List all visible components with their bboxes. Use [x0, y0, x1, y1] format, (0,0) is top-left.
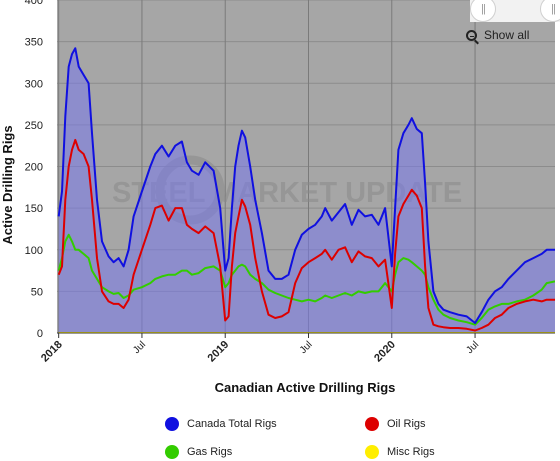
series-line-oil-rigs	[57, 138, 555, 332]
y-tick-label: 200	[25, 162, 43, 174]
series-layer	[57, 47, 555, 333]
show-all-label: Show all	[484, 28, 530, 42]
series-line-canada-total-rigs	[57, 47, 555, 324]
legend-marker	[365, 445, 379, 459]
series-line-gas-rigs	[57, 233, 555, 326]
y-axis-title: Active Drilling Rigs	[0, 125, 15, 244]
legend-item-misc[interactable]: Misc Rigs	[365, 445, 435, 459]
legend-item-gas[interactable]: Gas Rigs	[165, 445, 232, 459]
y-tick-label: 100	[25, 245, 43, 257]
navigator-right-handle[interactable]: ||	[540, 0, 560, 22]
x-tick-label: Jul	[131, 339, 148, 356]
y-tick-label: 150	[25, 203, 43, 215]
y-tick-label: 0	[37, 328, 43, 340]
show-all-button[interactable]: Show all	[466, 28, 529, 42]
legend-label: Oil Rigs	[387, 418, 426, 430]
y-tick-label: 250	[25, 120, 43, 132]
y-tick-label: 50	[31, 286, 43, 298]
range-navigator: || ||	[466, 0, 560, 22]
legend-marker	[165, 417, 179, 431]
zoom-out-icon	[466, 29, 477, 41]
legend-marker	[165, 445, 179, 459]
x-tick-label: Jul	[464, 339, 481, 356]
legend-label: Canada Total Rigs	[187, 418, 277, 430]
legend-item-oil[interactable]: Oil Rigs	[365, 417, 426, 431]
chart: STEEL MARKET UPDATE 05010015020025030035…	[0, 0, 555, 395]
legend-item-canada-total[interactable]: Canada Total Rigs	[165, 417, 277, 431]
series-area-canada-total	[58, 48, 555, 333]
y-tick-label: 300	[25, 78, 43, 90]
y-axis: 0 50 100 150 200 250 300 350 400	[25, 0, 43, 340]
x-tick-label: 2018	[39, 339, 65, 365]
legend-label: Gas Rigs	[187, 446, 233, 458]
x-tick-label: 2019	[206, 339, 232, 365]
y-tick-label: 400	[25, 0, 43, 7]
x-tick-label: 2020	[372, 339, 398, 365]
x-axis-title: Canadian Active Drilling Rigs	[215, 380, 396, 395]
y-tick-label: 350	[25, 37, 43, 49]
legend-marker	[365, 417, 379, 431]
navigator-left-handle[interactable]: ||	[470, 0, 496, 22]
legend: Canada Total Rigs Oil Rigs Gas Rigs Misc…	[0, 413, 560, 461]
legend-label: Misc Rigs	[387, 446, 435, 458]
x-tick-label: Jul	[298, 339, 315, 356]
x-axis: 2018 Jul 2019 Jul 2020 Jul	[39, 332, 555, 365]
